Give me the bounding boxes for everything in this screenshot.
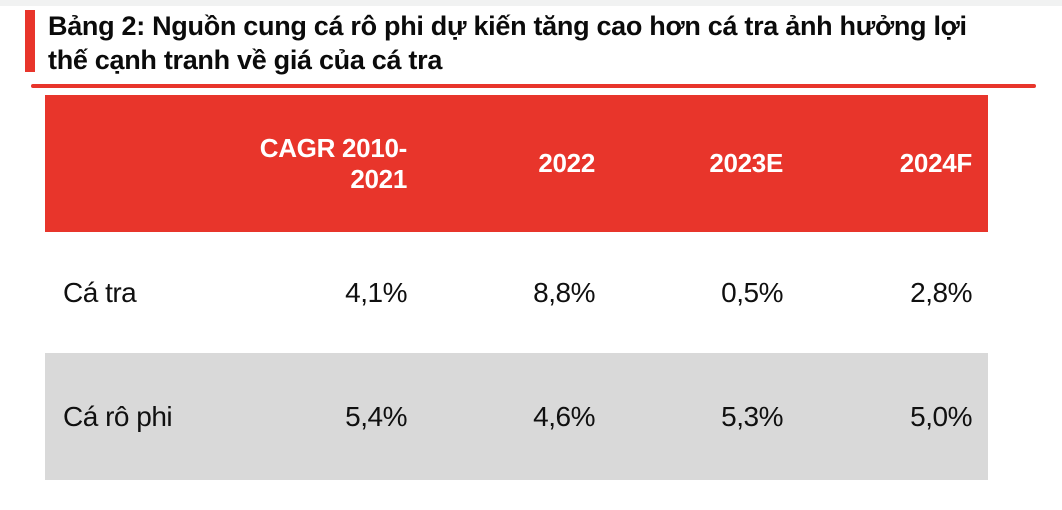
figure-title: Bảng 2: Nguồn cung cá rô phi dự kiến tăn… <box>48 9 1048 77</box>
title-accent-bar <box>25 10 35 72</box>
table-row-ca-tra: Cá tra 4,1% 8,8% 0,5% 2,8% <box>45 232 988 353</box>
table-row-ca-ro-phi: Cá rô phi 5,4% 4,6% 5,3% 5,0% <box>45 353 988 480</box>
row-label: Cá rô phi <box>63 400 173 432</box>
value-cell: 4,1% <box>345 276 407 308</box>
value-cell: 4,6% <box>533 400 595 432</box>
value-cell: 0,5% <box>721 276 783 308</box>
top-edge-strip <box>0 0 1062 6</box>
data-table: CAGR 2010-2021 2022 2023E 2024F Cá tra 4… <box>45 95 988 480</box>
figure-title-line1: Bảng 2: Nguồn cung cá rô phi dự kiến tăn… <box>48 11 967 41</box>
header-cell-2023e: 2023E <box>709 148 783 178</box>
value-cell: 5,0% <box>910 400 972 432</box>
title-divider-rule <box>31 84 1036 88</box>
value-cell: 5,4% <box>345 400 407 432</box>
value-cell: 8,8% <box>533 276 595 308</box>
header-cell-2024f: 2024F <box>899 148 973 178</box>
header-cell-cagr: CAGR 2010-2021 <box>259 132 408 194</box>
figure-title-line2: thế cạnh tranh về giá của cá tra <box>48 45 443 75</box>
table-header-row: CAGR 2010-2021 2022 2023E 2024F <box>45 95 988 232</box>
header-cell-2022: 2022 <box>538 148 595 178</box>
row-label: Cá tra <box>63 276 137 308</box>
value-cell: 2,8% <box>910 276 972 308</box>
value-cell: 5,3% <box>721 400 783 432</box>
header-cell-blank <box>45 95 235 232</box>
